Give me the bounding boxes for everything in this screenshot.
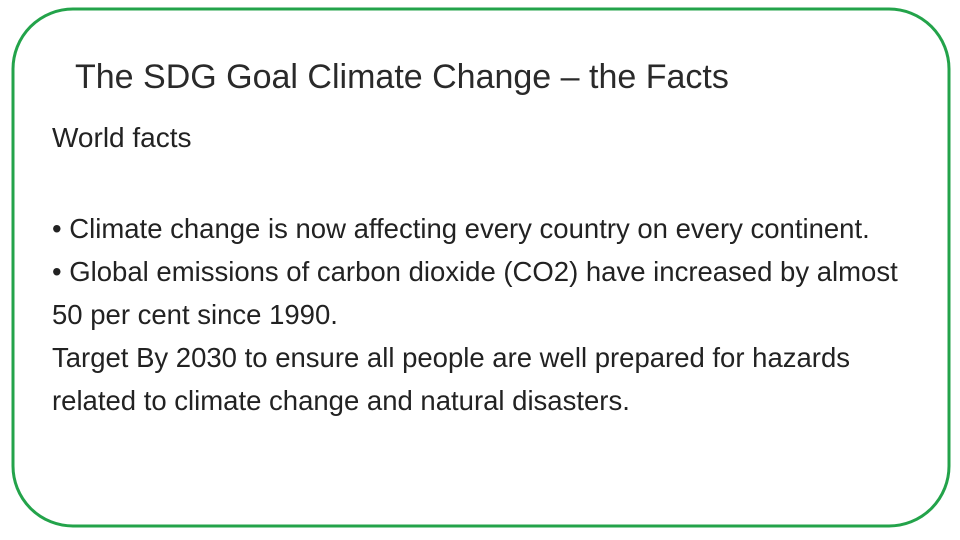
border <box>11 7 951 528</box>
paragraph: • Climate change is now affecting every … <box>52 213 870 244</box>
paragraph: Target By 2030 to ensure all people are … <box>52 342 850 416</box>
paragraph: • Global emissions of carbon dioxide (CO… <box>52 256 898 330</box>
slide-title: The SDG Goal Climate Change – the Facts <box>75 58 729 96</box>
body-text: • Climate change is now affecting every … <box>52 207 902 422</box>
subtitle: World facts <box>52 122 192 153</box>
